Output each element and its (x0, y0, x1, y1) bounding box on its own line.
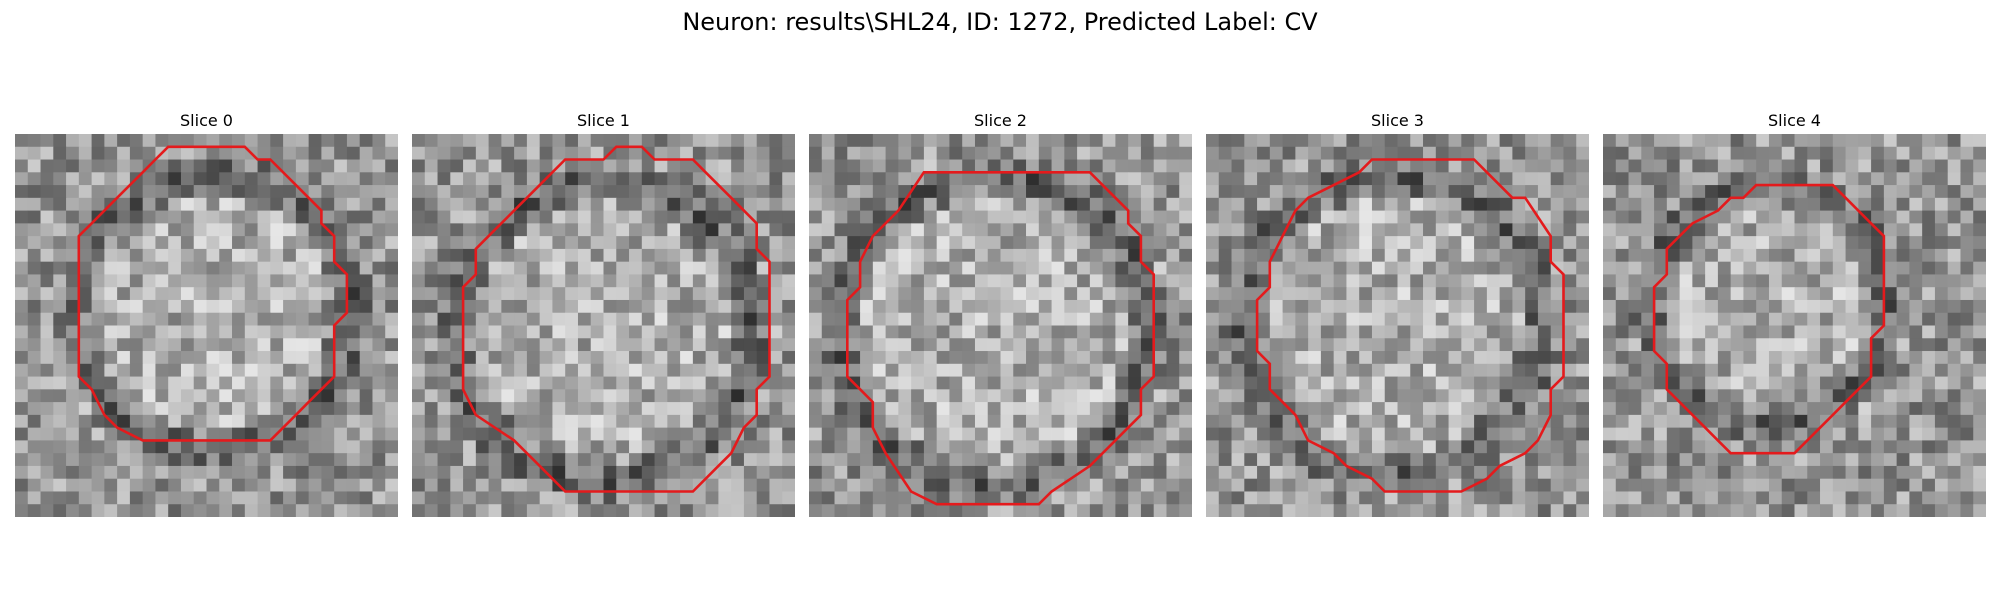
pixel-grid (412, 134, 795, 517)
pixel-grid (1206, 134, 1589, 517)
pixel-grid (1603, 134, 1986, 517)
slice-image-1 (412, 134, 795, 517)
slice-panel-0: Slice 0 (15, 108, 398, 517)
slice-title-4: Slice 4 (1603, 108, 1986, 134)
slice-title-0: Slice 0 (15, 108, 398, 134)
figure-title: Neuron: results\SHL24, ID: 1272, Predict… (0, 8, 2000, 36)
slice-title-2: Slice 2 (809, 108, 1192, 134)
slice-panel-1: Slice 1 (412, 108, 795, 517)
pixel-grid (809, 134, 1192, 517)
pixel-grid (15, 134, 398, 517)
slice-panel-4: Slice 4 (1603, 108, 1986, 517)
slice-title-1: Slice 1 (412, 108, 795, 134)
slice-image-3 (1206, 134, 1589, 517)
slice-image-0 (15, 134, 398, 517)
slice-image-4 (1603, 134, 1986, 517)
slice-title-3: Slice 3 (1206, 108, 1589, 134)
slice-panel-3: Slice 3 (1206, 108, 1589, 517)
slice-image-2 (809, 134, 1192, 517)
slice-panel-2: Slice 2 (809, 108, 1192, 517)
